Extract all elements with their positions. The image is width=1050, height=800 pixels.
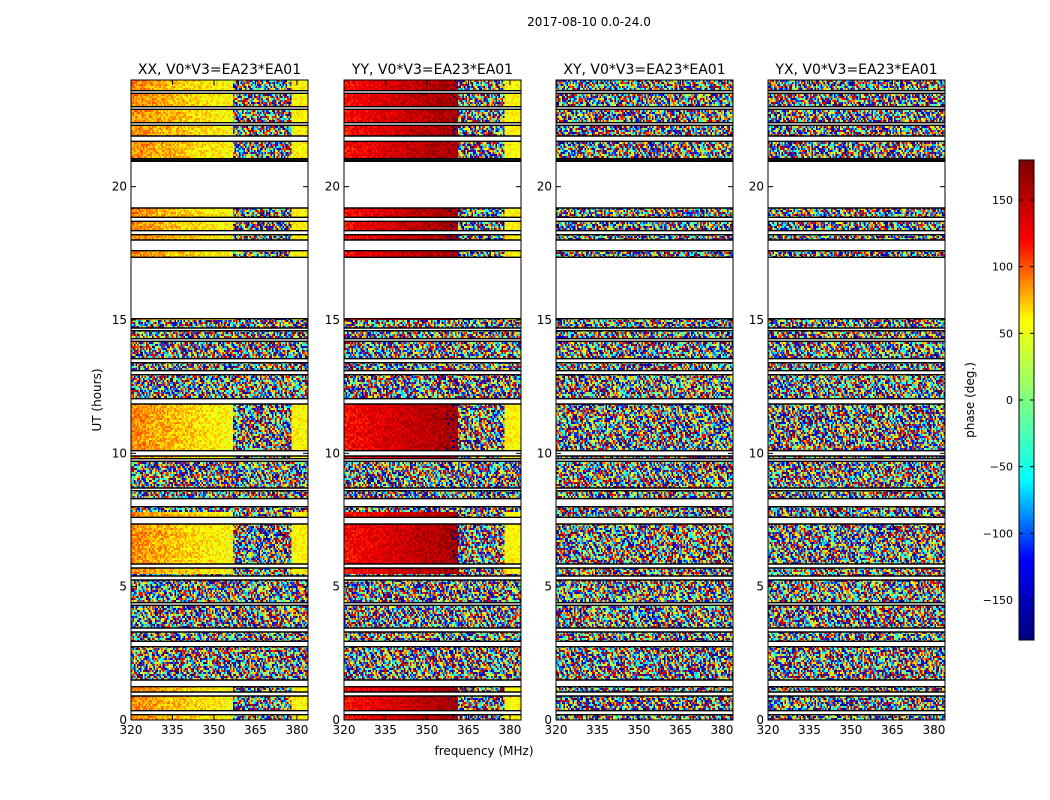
x-tick-label: 320 (757, 723, 780, 737)
panel-title: YX, V0*V3=EA23*EA01 (774, 62, 937, 78)
y-tick-label: 5 (544, 580, 552, 594)
heatmap (344, 80, 521, 720)
colorbar-tick-label: 150 (992, 194, 1013, 207)
y-tick-label: 0 (332, 713, 340, 727)
panels: XX, V0*V3=EA23*EA01 320 335 350 365 380 0 5 10 15… (112, 62, 946, 737)
figure-title: 2017-08-10 0.0-24.0 (527, 15, 651, 29)
panel-2: YY, V0*V3=EA23*EA01 320 335 350 365 380 0 5 10 15… (325, 62, 522, 737)
x-tick-label: 335 (161, 723, 184, 737)
y-tick-label: 10 (325, 446, 340, 460)
x-tick-label: 320 (333, 723, 356, 737)
x-tick-label: 335 (798, 723, 821, 737)
panel-1: XX, V0*V3=EA23*EA01 320 335 350 365 380 0 5 10 15… (112, 62, 309, 737)
x-tick-label: 365 (457, 723, 480, 737)
y-tick-label: 0 (544, 713, 552, 727)
y-axis-label: UT (hours) (90, 368, 104, 431)
x-tick-label: 380 (498, 723, 521, 737)
heatmap (131, 80, 308, 720)
colorbar-tick-label: 100 (992, 261, 1013, 274)
x-tick-label: 380 (710, 723, 733, 737)
x-tick-label: 380 (922, 723, 945, 737)
panel-title: XX, V0*V3=EA23*EA01 (138, 62, 301, 78)
y-tick-label: 20 (112, 180, 127, 194)
x-axis-label: frequency (MHz) (434, 744, 533, 758)
x-tick-label: 365 (881, 723, 904, 737)
panel-4: YX, V0*V3=EA23*EA01 320 335 350 365 380 0 5 10 15… (749, 62, 946, 737)
panel-3: XY, V0*V3=EA23*EA01 320 335 350 365 380 0 5 10 15… (537, 62, 734, 737)
y-tick-label: 0 (119, 713, 127, 727)
colorbar-tick-label: −150 (983, 594, 1013, 607)
y-tick-label: 15 (749, 313, 764, 327)
x-tick-label: 350 (628, 723, 651, 737)
y-tick-label: 10 (537, 446, 552, 460)
y-tick-label: 15 (537, 313, 552, 327)
axes-frame (555, 79, 734, 721)
y-tick-label: 5 (119, 580, 127, 594)
axes-frame (343, 79, 522, 721)
x-tick-label: 365 (669, 723, 692, 737)
y-tick-label: 10 (112, 446, 127, 460)
x-tick-label: 335 (586, 723, 609, 737)
y-tick-label: 15 (112, 313, 127, 327)
x-tick-label: 365 (244, 723, 267, 737)
y-tick-label: 20 (537, 180, 552, 194)
x-tick-label: 380 (285, 723, 308, 737)
axes-frame (130, 79, 309, 721)
colorbar-label: phase (deg.) (963, 362, 977, 438)
axes-frame (767, 79, 946, 721)
x-tick-label: 335 (374, 723, 397, 737)
x-tick-label: 350 (840, 723, 863, 737)
x-tick-label: 350 (416, 723, 439, 737)
y-tick-label: 0 (756, 713, 764, 727)
y-tick-label: 5 (332, 580, 340, 594)
y-tick-label: 15 (325, 313, 340, 327)
y-tick-label: 20 (325, 180, 340, 194)
heatmap (556, 80, 733, 720)
colorbar-tick-label: −100 (983, 527, 1013, 540)
heatmap (768, 80, 945, 720)
panel-title: YY, V0*V3=EA23*EA01 (351, 62, 513, 78)
colorbar: 150 100 50 0 −50 −100 −150 (983, 159, 1035, 641)
y-tick-label: 20 (749, 180, 764, 194)
colorbar-tick-label: 50 (999, 327, 1013, 340)
x-tick-label: 350 (203, 723, 226, 737)
y-tick-label: 5 (756, 580, 764, 594)
y-tick-label: 10 (749, 446, 764, 460)
colorbar-gradient (1019, 160, 1034, 640)
panel-title: XY, V0*V3=EA23*EA01 (563, 62, 725, 78)
x-tick-label: 320 (120, 723, 143, 737)
x-tick-label: 320 (545, 723, 568, 737)
colorbar-tick-label: 0 (1006, 394, 1013, 407)
colorbar-tick-label: −50 (990, 461, 1013, 474)
